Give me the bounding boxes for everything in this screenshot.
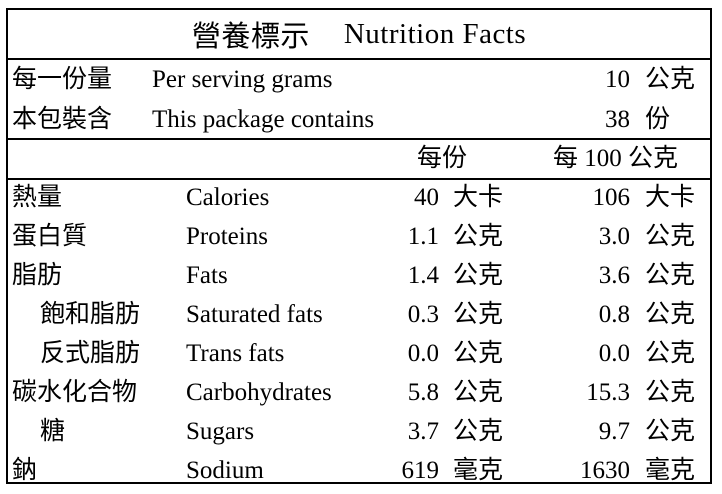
nutrient-per-serving-unit: 公克	[453, 301, 504, 328]
nutrient-name-zh: 鈉	[12, 457, 38, 484]
nutrient-per-100g-unit: 大卡	[645, 184, 696, 211]
nutrient-per-serving-value: 1.1	[407, 223, 439, 250]
nutrient-name-en: Sugars	[186, 418, 255, 445]
nutrient-per-serving-value: 5.8	[407, 379, 439, 406]
divider-header	[8, 178, 710, 180]
nutrient-name-en: Proteins	[186, 223, 268, 250]
nutrient-name-zh: 熱量	[12, 184, 63, 211]
nutrient-per-serving-unit: 公克	[453, 418, 504, 445]
nutrient-per-100g-unit: 公克	[645, 223, 696, 250]
serving-size-zh: 每一份量	[12, 66, 113, 93]
nutrient-name-en: Calories	[186, 184, 270, 211]
title-en: Nutrition Facts	[343, 17, 527, 50]
nutrient-per-100g-unit: 公克	[645, 379, 696, 406]
package-servings-value: 38	[605, 106, 630, 133]
column-header-per-serving: 每份	[417, 145, 468, 172]
nutrient-per-serving-unit: 公克	[453, 379, 504, 406]
package-servings-unit: 份	[645, 106, 671, 133]
nutrient-name-en: Carbohydrates	[186, 379, 332, 406]
nutrient-per-serving-unit: 公克	[453, 223, 504, 250]
nutrient-name-zh: 碳水化合物	[12, 379, 138, 406]
nutrient-name-zh: 脂肪	[12, 262, 63, 289]
nutrient-per-serving-value: 3.7	[407, 418, 439, 445]
column-header-per-100g: 每 100 公克	[553, 145, 679, 172]
nutrient-per-100g-value: 9.7	[598, 418, 630, 445]
nutrient-per-100g-value: 106	[592, 184, 631, 211]
nutrient-per-100g-value: 1630	[580, 457, 630, 484]
nutrition-label: 營養標示 Nutrition Facts 每一份量 Per serving gr…	[6, 8, 712, 484]
nutrient-per-100g-value: 3.6	[598, 262, 630, 289]
serving-size-value: 10	[605, 66, 630, 93]
nutrient-per-serving-unit: 大卡	[453, 184, 504, 211]
nutrient-per-serving-value: 619	[401, 457, 440, 484]
nutrient-per-100g-value: 0.8	[598, 301, 630, 328]
nutrient-per-100g-value: 15.3	[586, 379, 630, 406]
nutrient-name-en: Sodium	[186, 457, 264, 484]
nutrient-per-serving-value: 1.4	[407, 262, 439, 289]
nutrient-per-serving-unit: 毫克	[453, 457, 504, 484]
serving-size-en: Per serving grams	[152, 66, 333, 93]
nutrient-per-serving-value: 40	[414, 184, 439, 211]
nutrient-name-en: Trans fats	[186, 340, 285, 367]
nutrient-per-100g-unit: 公克	[645, 340, 696, 367]
nutrient-per-serving-value: 0.3	[407, 301, 439, 328]
nutrient-per-serving-unit: 公克	[453, 340, 504, 367]
title-zh: 營養標示	[191, 21, 310, 53]
nutrient-name-en: Fats	[186, 262, 228, 289]
nutrient-name-en: Saturated fats	[186, 301, 323, 328]
nutrient-per-100g-unit: 毫克	[645, 457, 696, 484]
package-servings-en: This package contains	[152, 106, 375, 133]
nutrient-per-serving-unit: 公克	[453, 262, 504, 289]
nutrient-per-serving-value: 0.0	[407, 340, 439, 367]
nutrient-per-100g-unit: 公克	[645, 262, 696, 289]
nutrient-per-100g-value: 3.0	[598, 223, 630, 250]
divider-serving	[8, 138, 710, 140]
nutrient-name-zh: 蛋白質	[12, 223, 88, 250]
nutrient-name-zh: 反式脂肪	[40, 340, 141, 367]
nutrient-name-zh: 糖	[40, 418, 66, 445]
nutrient-per-100g-unit: 公克	[645, 301, 696, 328]
nutrient-per-100g-value: 0.0	[598, 340, 630, 367]
nutrient-name-zh: 飽和脂肪	[40, 301, 141, 328]
nutrient-per-100g-unit: 公克	[645, 418, 696, 445]
serving-size-unit: 公克	[645, 66, 696, 93]
package-servings-zh: 本包裝含	[12, 106, 113, 133]
label-title: 營養標示 Nutrition Facts	[8, 10, 710, 60]
